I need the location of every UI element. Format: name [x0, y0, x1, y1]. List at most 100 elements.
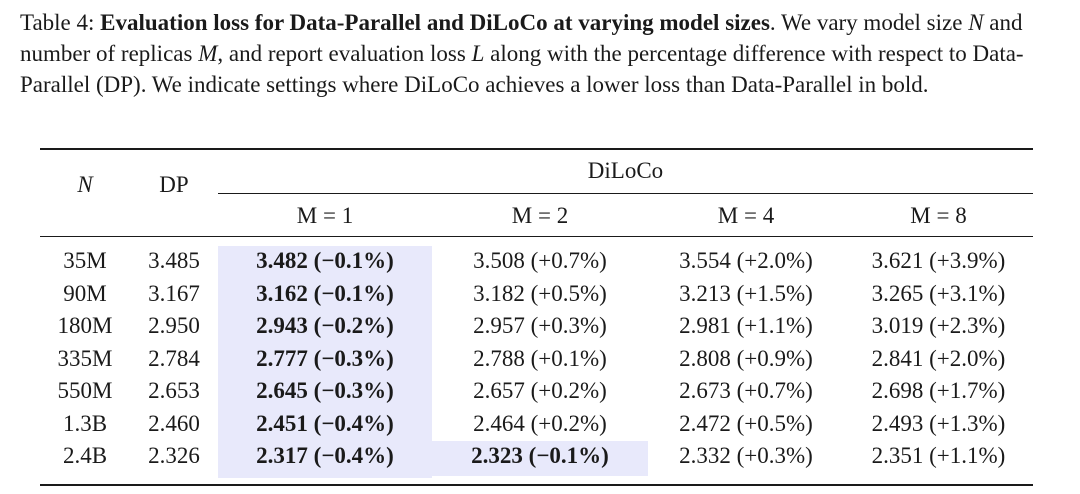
cell-value: 3.482	[256, 248, 308, 273]
cell-value: 2.351	[871, 443, 924, 468]
header-dp: DP	[159, 172, 189, 197]
cell-pct: (+0.3%)	[530, 313, 607, 338]
cell-m4: 2.332 (+0.3%)	[648, 443, 844, 469]
cell-m2: 2.323 (−0.1%)	[432, 443, 648, 469]
cell-value: 2.472	[679, 410, 731, 436]
cell-pct: (−0.1%)	[313, 248, 394, 273]
caption-var-n: N	[968, 10, 984, 35]
cell-pct: (−0.3%)	[313, 345, 394, 371]
cell-pct: (+0.2%)	[530, 378, 607, 403]
cell-pct: (−0.4%)	[313, 443, 394, 468]
cell-value: 2.645	[256, 378, 308, 403]
cell-value: 2.950	[148, 313, 200, 338]
caption-text-2: and number of replicas	[20, 10, 1023, 66]
cell-value: 2.981	[679, 313, 731, 338]
cell-pct: (−0.2%)	[313, 313, 394, 338]
cell-value: 2.784	[148, 345, 200, 371]
cell-value: 2.943	[256, 313, 308, 338]
cell-n: 1.3B	[40, 411, 130, 437]
table-caption: Table 4: Evaluation loss for Data-Parall…	[20, 7, 1060, 100]
cell-value: 35M	[63, 248, 107, 273]
caption-var-m: M	[198, 41, 218, 66]
cell-value: 1.3B	[62, 410, 108, 436]
cell-dp: 2.784	[130, 346, 218, 372]
m1-highlight	[218, 246, 432, 478]
cell-pct: (+2.3%)	[929, 313, 1006, 338]
table-top-rule	[40, 148, 1033, 150]
cell-pct: (+2.0%)	[929, 345, 1006, 371]
cell-value: 3.265	[871, 280, 924, 306]
cell-m1: 2.317 (−0.4%)	[218, 443, 432, 469]
cell-value: 2.323	[471, 443, 523, 468]
cell-m1: 3.482 (−0.1%)	[218, 248, 432, 274]
cell-pct: (+1.5%)	[736, 280, 813, 306]
cell-value: 2.698	[871, 378, 924, 403]
cell-n: 550M	[40, 378, 130, 404]
cell-value: 180M	[57, 313, 113, 338]
cell-pct: (+1.3%)	[929, 410, 1006, 436]
cell-pct: (+0.7%)	[736, 378, 813, 403]
cell-value: 3.508	[473, 248, 525, 273]
cell-pct: (+3.1%)	[929, 280, 1006, 306]
cell-m8: 2.351 (+1.1%)	[844, 443, 1033, 469]
cell-value: 2.326	[148, 443, 200, 468]
cell-m8: 2.698 (+1.7%)	[844, 378, 1033, 404]
cell-value: 2.808	[679, 345, 731, 371]
cell-pct: (+1.1%)	[929, 443, 1006, 468]
cell-m2: 2.957 (+0.3%)	[432, 313, 648, 339]
cell-m2: 2.657 (+0.2%)	[432, 378, 648, 404]
cell-pct: (−0.1%)	[313, 280, 394, 306]
cell-value: 2.957	[473, 313, 525, 338]
caption-title: Evaluation loss for Data-Parallel and Di…	[100, 10, 770, 35]
caption-label: Table 4:	[20, 10, 95, 35]
cell-m2: 3.508 (+0.7%)	[432, 248, 648, 274]
header-diloco: DiLoCo	[587, 158, 664, 183]
cell-m8: 3.265 (+3.1%)	[844, 281, 1033, 307]
cell-value: 2.493	[871, 410, 924, 436]
cell-m1: 2.777 (−0.3%)	[218, 346, 432, 372]
cell-value: 3.485	[148, 248, 200, 273]
cell-n: 35M	[40, 248, 130, 274]
cell-highlight	[432, 441, 648, 476]
cell-dp: 2.950	[130, 313, 218, 339]
cell-pct: (−0.3%)	[313, 378, 394, 403]
cell-m2: 2.464 (+0.2%)	[432, 411, 648, 437]
cell-m1: 2.943 (−0.2%)	[218, 313, 432, 339]
cell-pct: (+1.7%)	[929, 378, 1006, 403]
cell-value: 3.213	[679, 280, 731, 306]
header-m4: M = 4	[717, 203, 775, 228]
cell-m4: 3.554 (+2.0%)	[648, 248, 844, 274]
cell-n: 335M	[40, 346, 130, 372]
cell-pct: (+0.7%)	[530, 248, 607, 273]
cell-m4: 2.673 (+0.7%)	[648, 378, 844, 404]
cell-value: 90M	[63, 280, 107, 306]
cell-m8: 2.493 (+1.3%)	[844, 411, 1033, 437]
cell-value: 2.841	[871, 345, 924, 371]
cell-value: 3.554	[679, 248, 731, 273]
cell-value: 2.4B	[62, 443, 108, 468]
header-m8: M = 8	[910, 203, 967, 228]
caption-text-4: along with the percentage difference wit…	[20, 41, 1024, 97]
cell-pct: (+0.5%)	[530, 280, 607, 306]
cell-value: 2.673	[679, 378, 731, 403]
cell-value: 2.653	[148, 378, 200, 403]
cell-value: 335M	[57, 345, 113, 371]
cell-m2: 3.182 (+0.5%)	[432, 281, 648, 307]
cell-value: 2.788	[473, 345, 525, 371]
caption-text-3: , and report evaluation loss	[217, 41, 472, 66]
cell-dp: 2.653	[130, 378, 218, 404]
cell-value: 2.464	[473, 410, 525, 436]
cell-m4: 2.472 (+0.5%)	[648, 411, 844, 437]
cell-m8: 2.841 (+2.0%)	[844, 346, 1033, 372]
cell-dp: 2.326	[130, 443, 218, 469]
cell-value: 2.657	[473, 378, 525, 403]
cell-pct: (−0.1%)	[528, 443, 609, 468]
cell-m1: 2.451 (−0.4%)	[218, 411, 432, 437]
cell-m4: 2.981 (+1.1%)	[648, 313, 844, 339]
header-n: N	[77, 172, 93, 197]
cell-value: 3.167	[148, 280, 200, 306]
cell-n: 2.4B	[40, 443, 130, 469]
cell-value: 2.317	[256, 443, 308, 468]
cell-pct: (+0.3%)	[736, 443, 813, 468]
caption-var-l: L	[471, 41, 485, 66]
